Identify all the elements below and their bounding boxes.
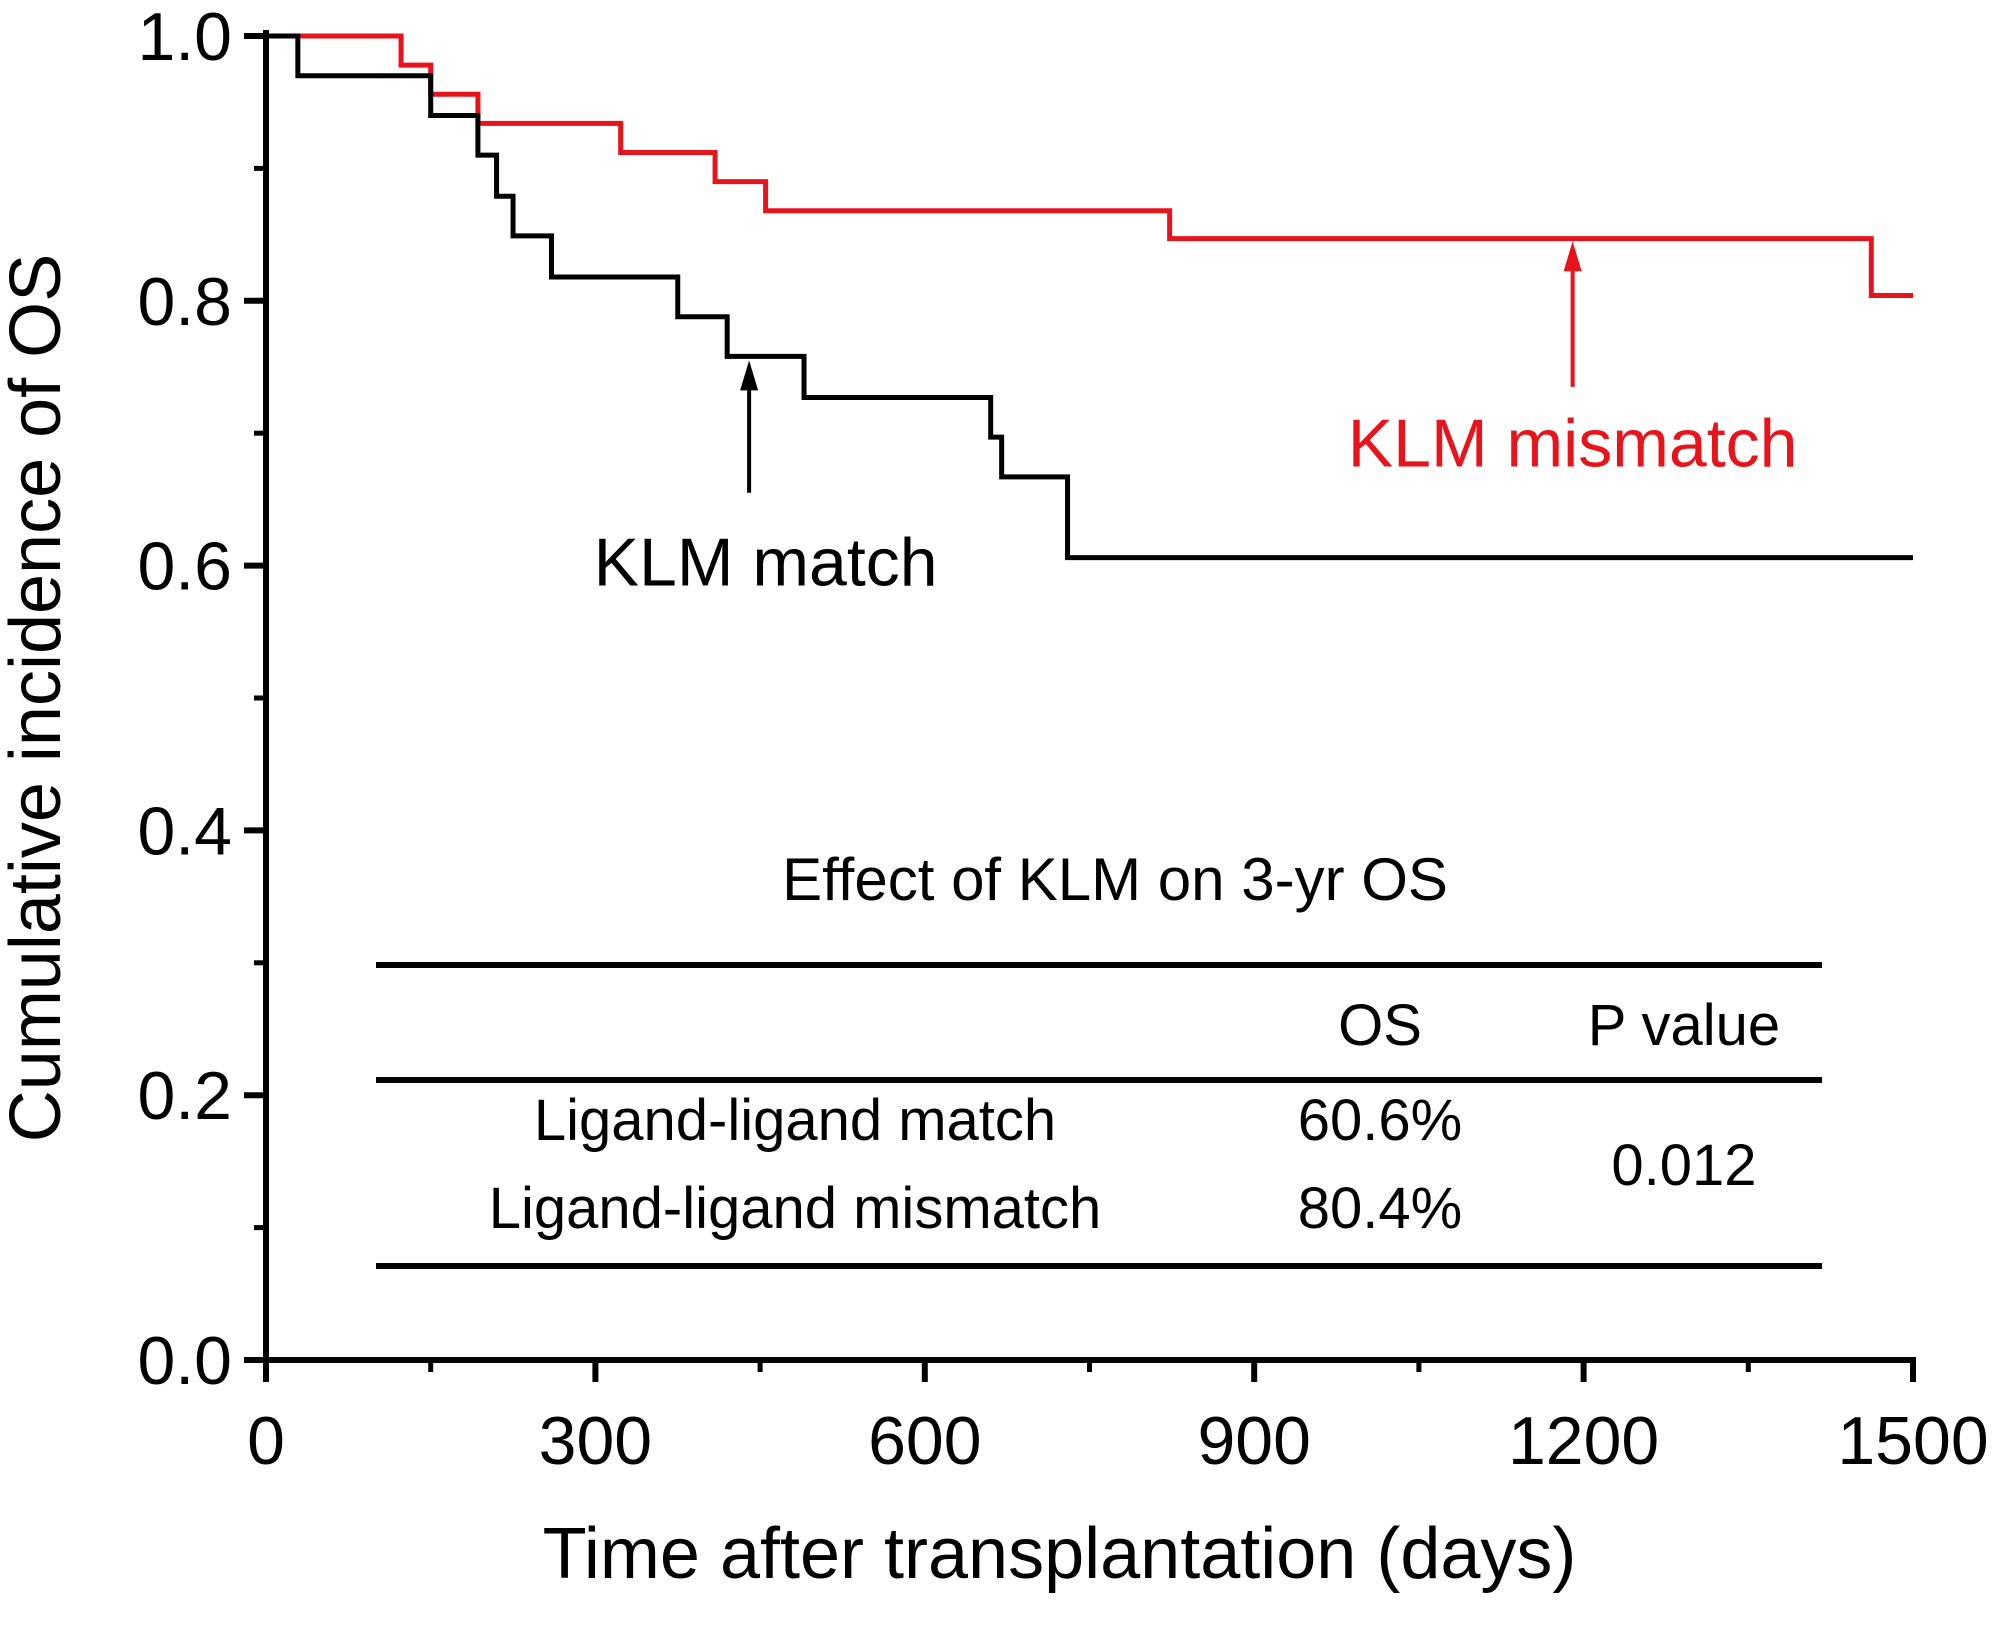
table-title: Effect of KLM on 3-yr OS [782, 846, 1448, 913]
table-row-mismatch-os: 80.4% [1298, 1176, 1462, 1241]
y-tick-label: 0.2 [137, 1058, 232, 1134]
series-layer [266, 33, 1913, 561]
y-tick-label: 0.4 [137, 793, 232, 869]
klm-mismatch-arrow-head [1563, 241, 1582, 272]
x-tick-label: 300 [539, 1403, 652, 1479]
klm-mismatch-series-line [266, 33, 1913, 299]
annotation-layer: KLM match KLM mismatch [594, 241, 1798, 600]
y-axis-title: Cumulative incidence of OS [0, 254, 76, 1142]
x-tick-label: 900 [1197, 1403, 1310, 1479]
y-tick-label: 1.0 [137, 0, 232, 75]
inset-table: Effect of KLM on 3-yr OS OS P value Liga… [376, 846, 1822, 1269]
y-tick-label: 0.0 [137, 1323, 232, 1399]
table-header-os: OS [1338, 993, 1422, 1058]
x-axis-title: Time after transplantation (days) [543, 1514, 1577, 1594]
klm-mismatch-annotation-label: KLM mismatch [1348, 405, 1798, 481]
axes: 0.0 0.2 0.4 0.6 0.8 1.0 0 300 600 900 1200 1500 Time… [0, 0, 1989, 1594]
klm-match-series-line [266, 33, 1913, 561]
x-tick-label: 600 [868, 1403, 981, 1479]
table-header-p-value: P value [1588, 993, 1780, 1058]
table-row-match-os: 60.6% [1298, 1088, 1462, 1153]
x-tick-label: 1500 [1837, 1403, 1988, 1479]
x-tick-label: 1200 [1508, 1403, 1659, 1479]
x-tick-label: 0 [247, 1403, 285, 1479]
table-p-value: 0.012 [1611, 1133, 1756, 1198]
table-row-mismatch-label: Ligand-ligand mismatch [489, 1176, 1102, 1241]
klm-match-annotation-label: KLM match [594, 524, 938, 600]
y-tick-label: 0.8 [137, 264, 232, 340]
table-row-match-label: Ligand-ligand match [534, 1088, 1056, 1153]
klm-match-arrow-head [740, 360, 759, 391]
y-tick-label: 0.6 [137, 529, 232, 605]
